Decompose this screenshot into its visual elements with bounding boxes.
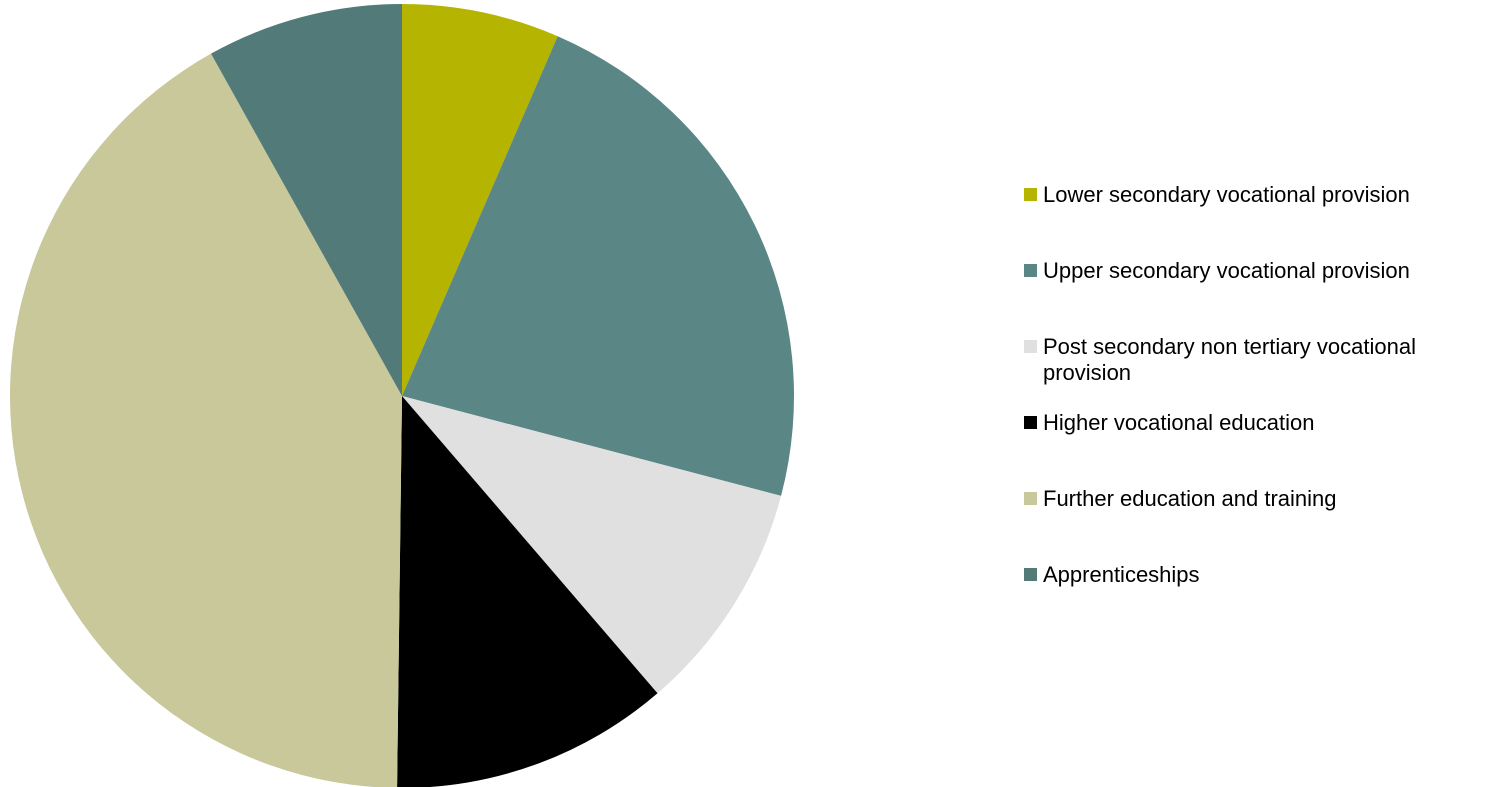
legend-swatch xyxy=(1024,340,1037,353)
legend-swatch xyxy=(1024,188,1037,201)
legend: Lower secondary vocational provision Upp… xyxy=(1022,170,1502,626)
legend-item: Upper secondary vocational provision xyxy=(1022,246,1502,322)
legend-label: Lower secondary vocational provision xyxy=(1043,182,1410,207)
pie-slice-1 xyxy=(402,36,794,496)
legend-swatch xyxy=(1024,568,1037,581)
legend-label: Post secondary non tertiary vocational p… xyxy=(1043,334,1416,385)
legend-item: Apprenticeships xyxy=(1022,550,1502,626)
legend-item: Lower secondary vocational provision xyxy=(1022,170,1502,246)
legend-item: Further education and training xyxy=(1022,474,1502,550)
legend-item: Higher vocational education xyxy=(1022,398,1502,474)
pie-slice-4 xyxy=(10,53,402,787)
legend-swatch xyxy=(1024,416,1037,429)
legend-label: Upper secondary vocational provision xyxy=(1043,258,1410,283)
pie-slice-0 xyxy=(402,4,558,396)
legend-swatch xyxy=(1024,492,1037,505)
legend-swatch xyxy=(1024,264,1037,277)
pie-slice-2 xyxy=(402,396,782,694)
legend-label: Further education and training xyxy=(1043,486,1337,511)
legend-item: Post secondary non tertiary vocational p… xyxy=(1022,322,1502,398)
pie-slice-5 xyxy=(211,4,402,396)
legend-label: Apprenticeships xyxy=(1043,562,1200,587)
pie-slice-3 xyxy=(397,396,658,787)
legend-label: Higher vocational education xyxy=(1043,410,1315,435)
